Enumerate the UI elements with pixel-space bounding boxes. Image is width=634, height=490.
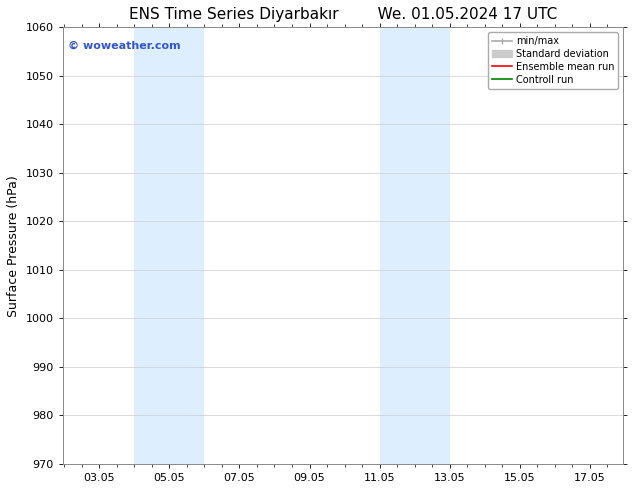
Legend: min/max, Standard deviation, Ensemble mean run, Controll run: min/max, Standard deviation, Ensemble me…	[488, 32, 618, 89]
Title: ENS Time Series Diyarbakır        We. 01.05.2024 17 UTC: ENS Time Series Diyarbakır We. 01.05.202…	[129, 7, 557, 22]
Bar	[380, 27, 450, 464]
Y-axis label: Surface Pressure (hPa): Surface Pressure (hPa)	[7, 175, 20, 317]
Text: © woweather.com: © woweather.com	[68, 40, 181, 50]
Bar	[134, 27, 204, 464]
